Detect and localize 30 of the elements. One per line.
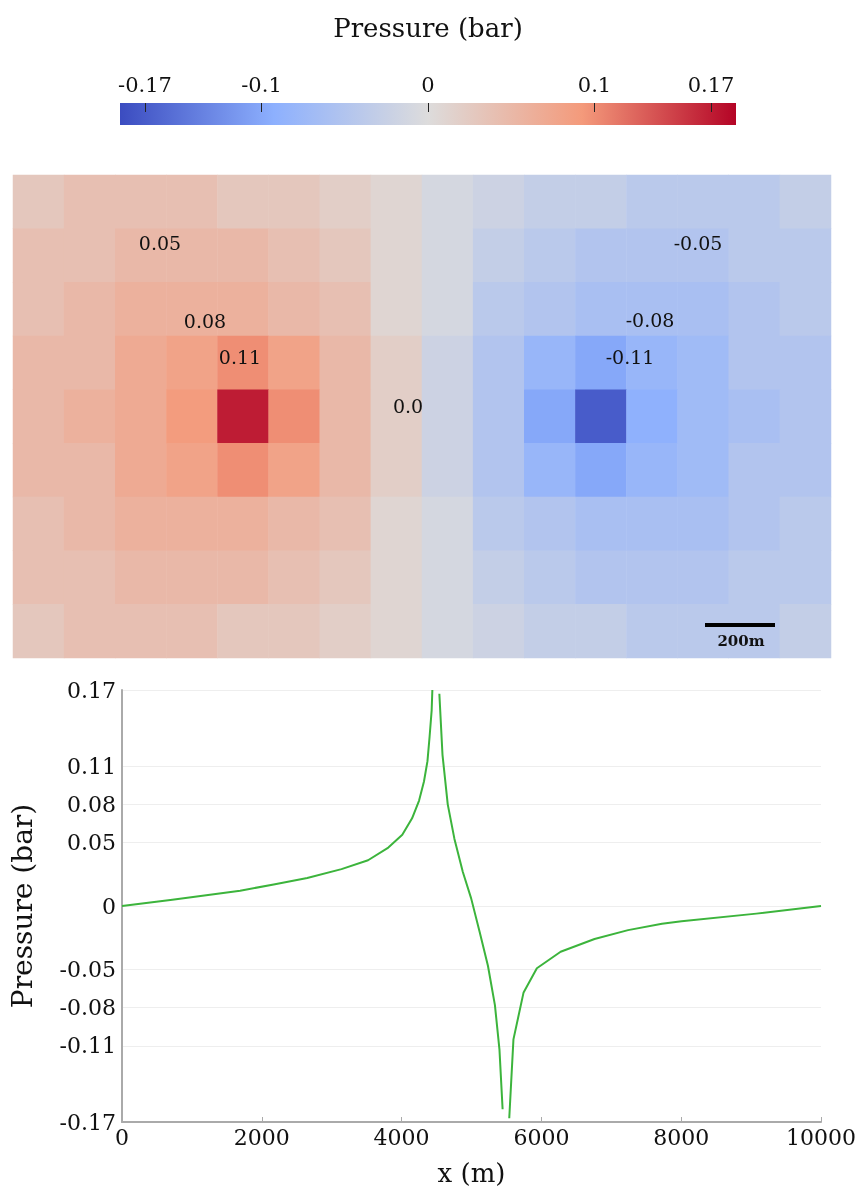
x-axis-title: x (m) [437,1158,506,1188]
annotation: 200m [717,632,765,650]
annotation: -0.05 [673,232,723,254]
annotation: 0.11 [218,346,262,368]
color-bar-label: 0.17 [687,72,735,97]
y-tick-label: -0.08 [59,995,116,1021]
color-bar-label: 0.1 [577,72,612,97]
y-tick-label: 0.08 [67,791,116,817]
x-tick-label: 10000 [786,1124,857,1150]
x-tick-label: 8000 [653,1124,710,1150]
y-tick-label: 0.17 [67,677,116,703]
y-axis-title: Pressure (bar) [5,803,39,1009]
color-bar-label: -0.1 [241,72,282,97]
y-tick-label: 0 [102,893,116,919]
y-tick-label: -0.05 [59,957,116,983]
x-tick-label: 2000 [233,1124,290,1150]
annotation: -0.08 [625,309,675,331]
color-bar-title: Pressure (bar) [333,13,523,43]
annotation: 0.0 [392,395,424,417]
annotation: 0.08 [183,310,227,332]
y-tick-label: 0.05 [67,829,116,855]
annotation: 0.05 [138,232,182,254]
color-bar-label: -0.17 [118,72,172,97]
color-bar-label: 0 [421,72,435,97]
x-tick-label: 4000 [373,1124,430,1150]
y-tick-label: 0.11 [67,753,116,779]
annotation: -0.11 [605,346,655,368]
x-tick-label: 6000 [513,1124,570,1150]
y-tick-label: -0.17 [59,1109,116,1135]
y-tick-label: -0.11 [59,1033,116,1059]
